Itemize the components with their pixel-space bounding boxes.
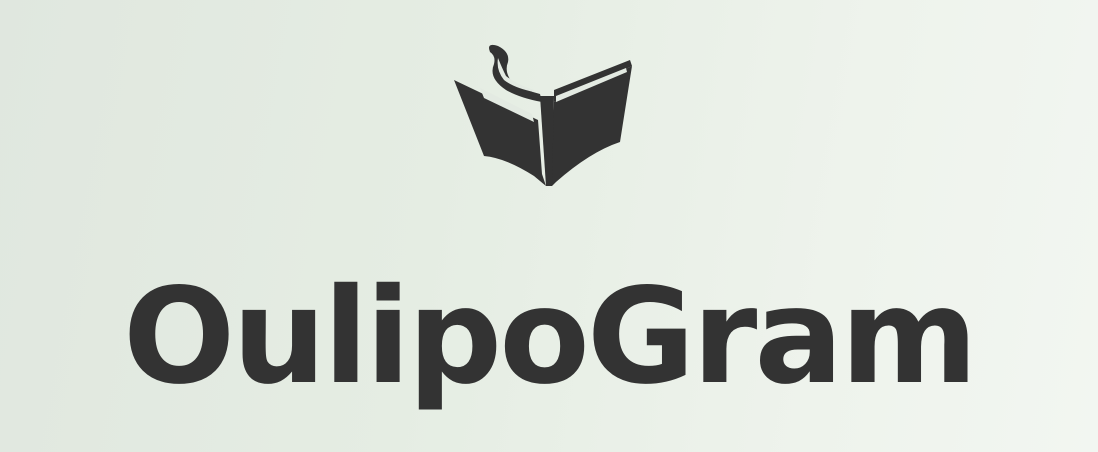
right-page-gap (556, 68, 627, 102)
left-page-gap (480, 88, 534, 122)
book-spine (540, 96, 554, 186)
left-page-shape (454, 80, 546, 186)
curled-page-inner (497, 58, 534, 92)
brand-name: OulipoGram (123, 260, 978, 414)
curled-page (489, 44, 542, 102)
right-page-shape (550, 66, 632, 186)
open-book-icon (454, 44, 632, 186)
brand-wordmark: OulipoGram (0, 262, 1098, 412)
